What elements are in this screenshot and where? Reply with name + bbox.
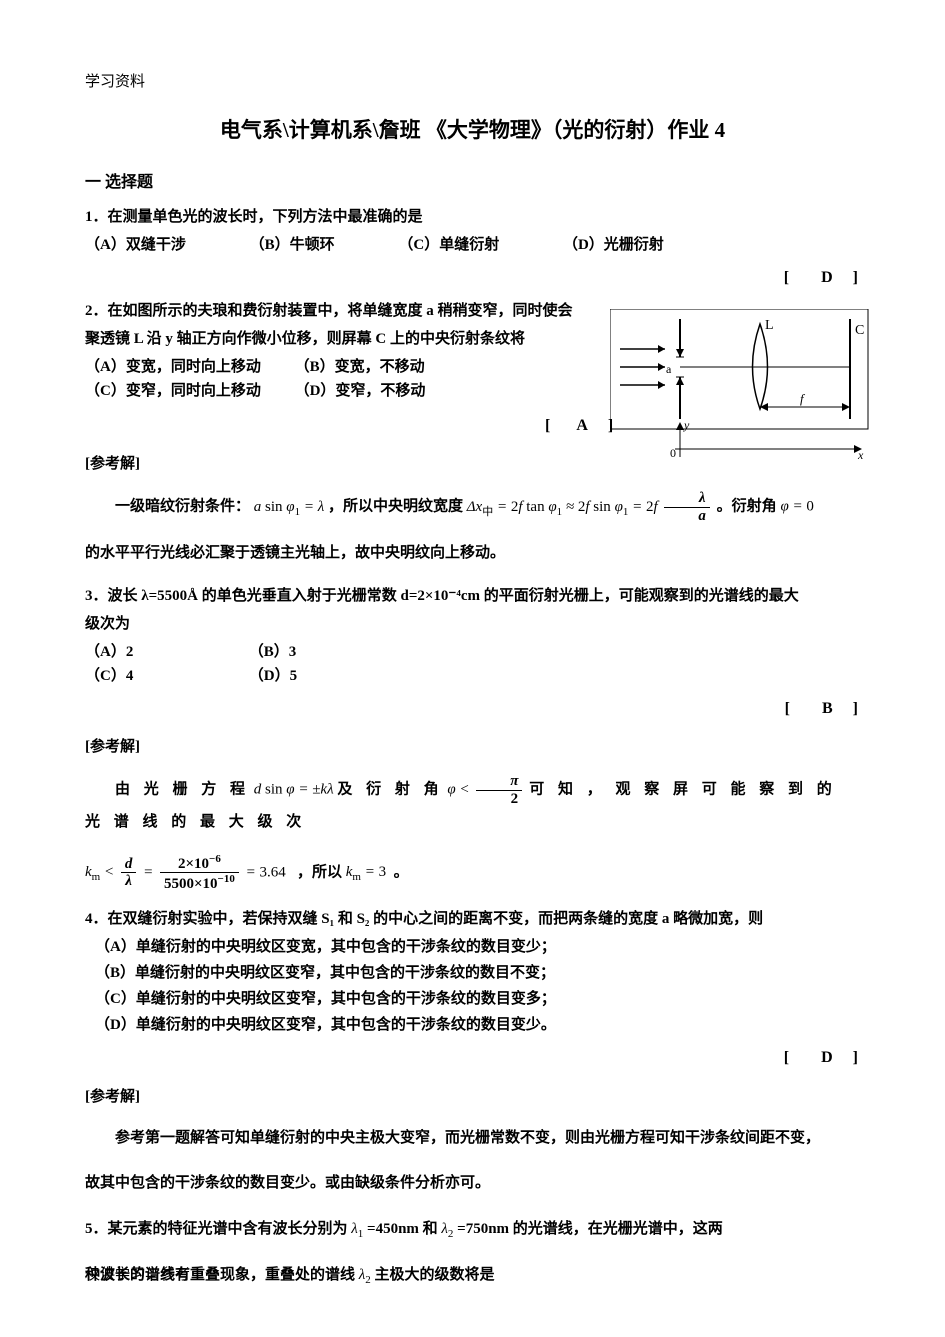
question-5-line1: 5．某元素的特征光谱中含有波长分别为 λ1 =450nm 和 λ2 =750nm…	[85, 1214, 860, 1246]
q3-options-row2: （C）4 （D）5	[85, 664, 860, 688]
q2-stem-1: 2．在如图所示的夫琅和费衍射装置中，将单缝宽度 a 稍稍变窄，同时使会	[85, 299, 615, 323]
q4-stem: 4．在双缝衍射实验中，若保持双缝 S₁ 和 S₂ 的中心之间的距离不变，而把两条…	[85, 907, 860, 931]
q4-explanation-1: 参考第一题解答可知单缝衍射的中央主极大变窄，而光栅常数不变，则由光栅方程可知干涉…	[85, 1123, 860, 1155]
q1-opt-b: （B）牛顿环	[250, 233, 335, 257]
diagram-label-l: L	[765, 318, 774, 333]
page-title: 电气系\计算机系\詹班 《大学物理》（光的衍射）作业 4	[85, 114, 860, 148]
q4-opt-b: （B）单缝衍射的中央明纹区变窄，其中包含的干涉条纹的数目不变；	[95, 961, 860, 985]
q2-stem-2: 聚透镜 L 沿 y 轴正方向作微小位移，则屏幕 C 上的中央衍射条纹将	[85, 327, 615, 351]
q3-expl-b: 及 衍 射 角	[337, 782, 443, 798]
q1-opt-a: （A）双缝干涉	[85, 233, 186, 257]
q3-opt-d: （D）5	[249, 664, 409, 688]
q1-opt-c: （C）单缝衍射	[398, 233, 499, 257]
q5-stem-1b: =450nm 和	[367, 1221, 438, 1237]
q2-opt-b: （B）变宽，不移动	[295, 355, 425, 379]
q3-opt-c: （C）4	[85, 664, 245, 688]
q3-stem-1: 3．波长 λ=5500Å 的单色光垂直入射于光栅常数 d=2×10⁻⁴cm 的平…	[85, 584, 860, 608]
q3-answer: [ B ]	[85, 696, 860, 722]
q4-answer-letter: D	[821, 1049, 835, 1066]
q4-explanation-2: 故其中包含的干涉条纹的数目变少。或由缺级条件分析亦可。	[85, 1168, 860, 1200]
q3-stem-2: 级次为	[85, 612, 860, 636]
q4-opt-a: （A）单缝衍射的中央明纹区变宽，其中包含的干涉条纹的数目变少；	[95, 935, 860, 959]
question-3: 3．波长 λ=5500Å 的单色光垂直入射于光栅常数 d=2×10⁻⁴cm 的平…	[85, 584, 860, 688]
q3-ref-label: [参考解]	[85, 735, 860, 759]
q2-expl-c: 。衍射角	[717, 499, 777, 515]
diagram-label-y: y	[683, 418, 690, 432]
q3-opt-a: （A）2	[85, 640, 245, 664]
q1-opt-d: （D）光栅衍射	[563, 233, 664, 257]
fraunhofer-diagram: a L C f y x 0	[610, 309, 870, 459]
q2-opt-a: （A）变宽，同时向上移动	[85, 355, 261, 379]
diagram-label-f: f	[800, 391, 806, 406]
question-4: 4．在双缝衍射实验中，若保持双缝 S₁ 和 S₂ 的中心之间的距离不变，而把两条…	[85, 907, 860, 1037]
q1-stem: 1．在测量单色光的波长时，下列方法中最准确的是	[85, 205, 860, 229]
q4-opt-d: （D）单缝衍射的中央明纹区变窄，其中包含的干涉条纹的数目变少。	[95, 1013, 860, 1037]
q4-options: （A）单缝衍射的中央明纹区变宽，其中包含的干涉条纹的数目变少； （B）单缝衍射的…	[85, 935, 860, 1037]
footer-note: 仅供学习与参考	[85, 1263, 190, 1287]
q5-stem-1c: =750nm 的光谱线，在光栅光谱中，这两	[457, 1221, 723, 1237]
q3-options-row1: （A）2 （B）3	[85, 640, 860, 664]
q2-opt-c: （C）变窄，同时向上移动	[85, 379, 261, 403]
header-note: 学习资料	[85, 70, 860, 94]
q2-expl-b: ，所以中央明纹宽度	[328, 499, 463, 515]
q2-answer-letter: A	[576, 417, 590, 434]
question-2: 2．在如图所示的夫琅和费衍射装置中，将单缝宽度 a 稍稍变窄，同时使会 聚透镜 …	[85, 299, 860, 439]
diagram-label-x: x	[857, 448, 864, 459]
question-1: 1．在测量单色光的波长时，下列方法中最准确的是 （A）双缝干涉 （B）牛顿环 （…	[85, 205, 860, 257]
diagram-label-o: 0	[670, 446, 676, 459]
q2-expl-a: 一级暗纹衍射条件：	[115, 499, 250, 515]
q2-options-2: （C）变窄，同时向上移动 （D）变窄，不移动	[85, 379, 615, 403]
section-heading: 一 选择题	[85, 170, 860, 196]
q3-explanation-1: 由 光 栅 方 程 d sin φ = ±kλ 及 衍 射 角 φ < π2 可…	[85, 773, 860, 839]
q2-explanation-1: 一级暗纹衍射条件： a sin φ1 = λ ，所以中央明纹宽度 Δx中 = 2…	[85, 490, 860, 524]
q3-expl-d: ，所以	[297, 864, 342, 880]
q4-opt-c: （C）单缝衍射的中央明纹区变窄，其中包含的干涉条纹的数目变多；	[95, 987, 860, 1011]
q3-expl-e: 。	[394, 864, 409, 880]
q2-explanation-2: 的水平平行光线必汇聚于透镜主光轴上，故中央明纹向上移动。	[85, 538, 860, 570]
q3-answer-letter: B	[822, 700, 835, 717]
diagram-label-a: a	[666, 362, 672, 376]
q3-opt-b: （B）3	[249, 640, 409, 664]
q4-ref-label: [参考解]	[85, 1085, 860, 1109]
q2-opt-d: （D）变窄，不移动	[295, 379, 426, 403]
q1-answer-letter: D	[821, 269, 835, 286]
diagram-label-c: C	[855, 323, 864, 338]
q1-answer: [ D ]	[85, 265, 860, 291]
q1-options: （A）双缝干涉 （B）牛顿环 （C）单缝衍射 （D）光栅衍射	[85, 233, 860, 257]
q4-answer: [ D ]	[85, 1045, 860, 1071]
question-5-line2: 种波长的谱线有重叠现象，重叠处的谱线 λ2 主极大的级数将是	[85, 1260, 860, 1292]
q5-stem-2b: 主极大的级数将是	[375, 1267, 495, 1283]
q2-options: （A）变宽，同时向上移动 （B）变宽，不移动	[85, 355, 615, 379]
q3-explanation-2: km < dλ = 2×10−65500×10−10 = 3.64 ，所以 km…	[85, 853, 860, 893]
q3-expl-a: 由 光 栅 方 程	[115, 782, 250, 798]
q5-stem-1a: 5．某元素的特征光谱中含有波长分别为	[85, 1221, 348, 1237]
